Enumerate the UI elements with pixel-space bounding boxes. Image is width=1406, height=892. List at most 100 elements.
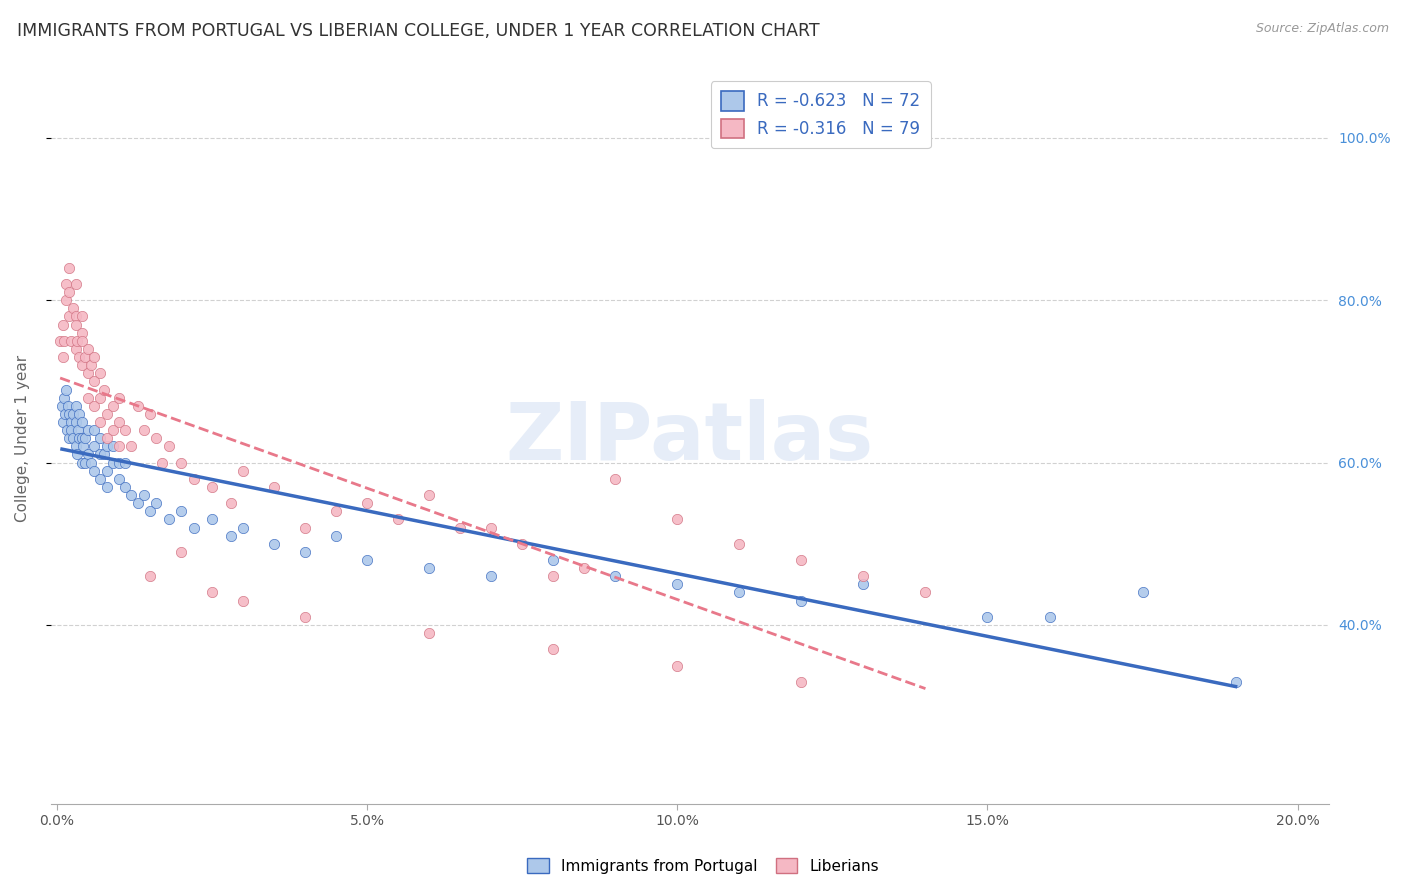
Point xyxy=(83,439,105,453)
Point xyxy=(127,496,149,510)
Point xyxy=(132,423,155,437)
Point xyxy=(852,569,875,583)
Point xyxy=(325,504,347,518)
Point xyxy=(418,626,440,640)
Point xyxy=(356,553,378,567)
Point xyxy=(67,350,90,364)
Point xyxy=(418,561,440,575)
Point xyxy=(58,407,80,421)
Point xyxy=(356,496,378,510)
Point xyxy=(77,367,100,381)
Point xyxy=(1038,610,1060,624)
Point xyxy=(139,407,162,421)
Point xyxy=(70,358,93,372)
Point xyxy=(83,375,105,389)
Point xyxy=(108,415,131,429)
Legend: R = -0.623   N = 72, R = -0.316   N = 79: R = -0.623 N = 72, R = -0.316 N = 79 xyxy=(711,81,931,148)
Point xyxy=(58,431,80,445)
Point xyxy=(96,407,118,421)
Point xyxy=(114,480,136,494)
Point xyxy=(53,407,76,421)
Point xyxy=(70,456,93,470)
Point xyxy=(83,399,105,413)
Point xyxy=(157,439,180,453)
Point xyxy=(52,318,75,332)
Point xyxy=(914,585,936,599)
Legend: Immigrants from Portugal, Liberians: Immigrants from Portugal, Liberians xyxy=(522,852,884,880)
Point xyxy=(65,277,87,291)
Point xyxy=(605,569,627,583)
Point xyxy=(183,472,205,486)
Point xyxy=(127,399,149,413)
Text: ZIPatlas: ZIPatlas xyxy=(506,400,875,477)
Point xyxy=(55,383,77,397)
Point xyxy=(55,293,77,308)
Point xyxy=(232,464,254,478)
Point xyxy=(101,456,124,470)
Point xyxy=(605,472,627,486)
Point xyxy=(574,561,596,575)
Point xyxy=(183,520,205,534)
Point xyxy=(70,326,93,340)
Point xyxy=(58,310,80,324)
Point xyxy=(77,448,100,462)
Point xyxy=(65,415,87,429)
Point xyxy=(219,529,242,543)
Point xyxy=(387,512,409,526)
Point xyxy=(73,456,96,470)
Point xyxy=(728,585,751,599)
Point xyxy=(70,334,93,348)
Point xyxy=(62,301,84,316)
Point xyxy=(139,569,162,583)
Point xyxy=(53,334,76,348)
Point xyxy=(263,537,285,551)
Point xyxy=(66,334,89,348)
Point xyxy=(96,439,118,453)
Point xyxy=(58,260,80,275)
Point xyxy=(790,553,813,567)
Point xyxy=(89,448,111,462)
Point xyxy=(201,585,224,599)
Point xyxy=(72,439,94,453)
Point xyxy=(108,391,131,405)
Point xyxy=(114,456,136,470)
Point xyxy=(70,310,93,324)
Point xyxy=(73,350,96,364)
Point xyxy=(58,285,80,300)
Point xyxy=(80,358,103,372)
Point xyxy=(62,431,84,445)
Point xyxy=(157,512,180,526)
Point xyxy=(53,391,76,405)
Point xyxy=(89,391,111,405)
Text: IMMIGRANTS FROM PORTUGAL VS LIBERIAN COLLEGE, UNDER 1 YEAR CORRELATION CHART: IMMIGRANTS FROM PORTUGAL VS LIBERIAN COL… xyxy=(17,22,820,40)
Point xyxy=(976,610,998,624)
Point xyxy=(65,342,87,356)
Point xyxy=(170,545,193,559)
Point xyxy=(1132,585,1154,599)
Point xyxy=(294,545,316,559)
Point xyxy=(325,529,347,543)
Point xyxy=(77,423,100,437)
Text: Source: ZipAtlas.com: Source: ZipAtlas.com xyxy=(1256,22,1389,36)
Point xyxy=(219,496,242,510)
Point xyxy=(89,431,111,445)
Point xyxy=(121,439,143,453)
Point xyxy=(294,610,316,624)
Point xyxy=(52,350,75,364)
Point xyxy=(543,553,565,567)
Point xyxy=(108,439,131,453)
Point xyxy=(77,342,100,356)
Point xyxy=(65,399,87,413)
Point xyxy=(543,569,565,583)
Point xyxy=(59,334,82,348)
Point xyxy=(52,415,75,429)
Point xyxy=(60,423,83,437)
Point xyxy=(121,488,143,502)
Point xyxy=(65,318,87,332)
Point xyxy=(170,504,193,518)
Point xyxy=(96,480,118,494)
Point xyxy=(728,537,751,551)
Point xyxy=(852,577,875,591)
Point xyxy=(418,488,440,502)
Point xyxy=(67,431,90,445)
